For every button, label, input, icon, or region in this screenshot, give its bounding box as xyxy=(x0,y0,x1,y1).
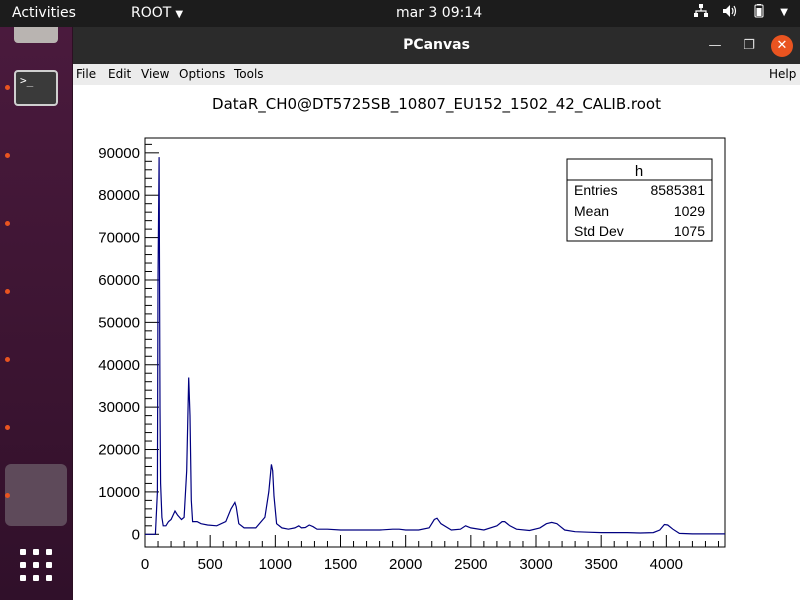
top-bar: Activities ROOT ▼ mar 3 09:14 ▼ xyxy=(0,0,800,27)
terminal-app-icon[interactable]: >_ xyxy=(14,70,58,106)
pcanvas-window: PCanvas — ❐ ✕ File Edit View Options Too… xyxy=(73,27,800,600)
x-tick-label: 500 xyxy=(198,556,223,573)
power-menu-caret-icon: ▼ xyxy=(780,7,788,18)
series-line xyxy=(145,157,725,535)
stats-entries-label: Entries xyxy=(574,182,618,198)
x-tick-label: 0 xyxy=(141,556,149,573)
stats-stddev-value: 1075 xyxy=(674,223,705,239)
running-indicator xyxy=(5,221,10,226)
running-indicator xyxy=(5,289,10,294)
stats-title: h xyxy=(635,163,643,180)
chart-title: DataR_CH0@DT5725SB_10807_EU152_1502_42_C… xyxy=(212,95,661,113)
stats-entries-value: 8585381 xyxy=(650,182,705,198)
y-tick-label: 30000 xyxy=(98,399,140,416)
running-indicator xyxy=(5,153,10,158)
running-indicator xyxy=(5,85,10,90)
menu-tools[interactable]: Tools xyxy=(234,67,264,81)
volume-icon xyxy=(722,4,738,22)
menu-options[interactable]: Options xyxy=(179,67,226,81)
maximize-icon[interactable]: ❐ xyxy=(743,38,755,53)
running-indicator xyxy=(5,425,10,430)
plot-frame xyxy=(144,137,726,548)
menu-bar: File Edit View Options Tools Help xyxy=(73,64,800,86)
x-tick-label: 2000 xyxy=(389,556,422,573)
histogram-chart[interactable]: 0 500 1000 1500 2000 2500 3000 3500 400001000020… xyxy=(73,85,800,600)
show-applications-icon[interactable] xyxy=(20,549,52,581)
close-icon[interactable]: ✕ xyxy=(771,35,793,57)
stats-stddev-label: Std Dev xyxy=(574,223,624,239)
y-tick-label: 60000 xyxy=(98,272,140,289)
x-tick-label: 1500 xyxy=(324,556,357,573)
app-menu[interactable]: ROOT ▼ xyxy=(131,5,183,21)
clock[interactable]: mar 3 09:14 xyxy=(396,5,483,21)
y-tick-label: 0 xyxy=(132,526,140,543)
dock-app-partial[interactable] xyxy=(14,27,58,43)
x-tick-label: 1000 xyxy=(259,556,292,573)
x-tick-label: 3000 xyxy=(519,556,552,573)
battery-icon xyxy=(752,4,766,22)
stats-mean-label: Mean xyxy=(574,203,609,219)
x-tick-label: 3500 xyxy=(584,556,617,573)
x-tick-label: 2500 xyxy=(454,556,487,573)
menu-file[interactable]: File xyxy=(76,67,97,81)
x-tick-label: 4000 xyxy=(650,556,683,573)
window-title: PCanvas xyxy=(403,37,470,53)
system-tray[interactable]: ▼ xyxy=(694,4,788,22)
menu-edit[interactable]: Edit xyxy=(108,67,132,81)
dock-active-app[interactable] xyxy=(5,464,67,526)
running-indicator xyxy=(5,493,10,498)
network-icon xyxy=(694,4,709,22)
activities-button[interactable]: Activities xyxy=(12,5,76,21)
running-indicator xyxy=(5,357,10,362)
stats-box[interactable]: h Entries 8585381 Mean 1029 Std Dev 1075 xyxy=(566,158,713,242)
app-menu-label: ROOT xyxy=(131,5,172,21)
y-tick-label: 70000 xyxy=(98,230,140,247)
y-tick-label: 80000 xyxy=(98,187,140,204)
menu-help[interactable]: Help xyxy=(769,67,797,81)
y-tick-label: 40000 xyxy=(98,357,140,374)
y-tick-label: 10000 xyxy=(98,484,140,501)
minimize-icon[interactable]: — xyxy=(708,38,722,53)
y-tick-label: 50000 xyxy=(98,314,140,331)
dock: >_ xyxy=(0,27,72,600)
caret-down-icon: ▼ xyxy=(175,9,184,20)
y-tick-label: 20000 xyxy=(98,442,140,459)
y-tick-label: 90000 xyxy=(98,145,140,162)
plot-canvas[interactable]: DataR_CH0@DT5725SB_10807_EU152_1502_42_C… xyxy=(73,85,800,600)
menu-view[interactable]: View xyxy=(141,67,170,81)
window-titlebar[interactable]: PCanvas — ❐ ✕ xyxy=(73,27,800,64)
stats-mean-value: 1029 xyxy=(674,203,705,219)
